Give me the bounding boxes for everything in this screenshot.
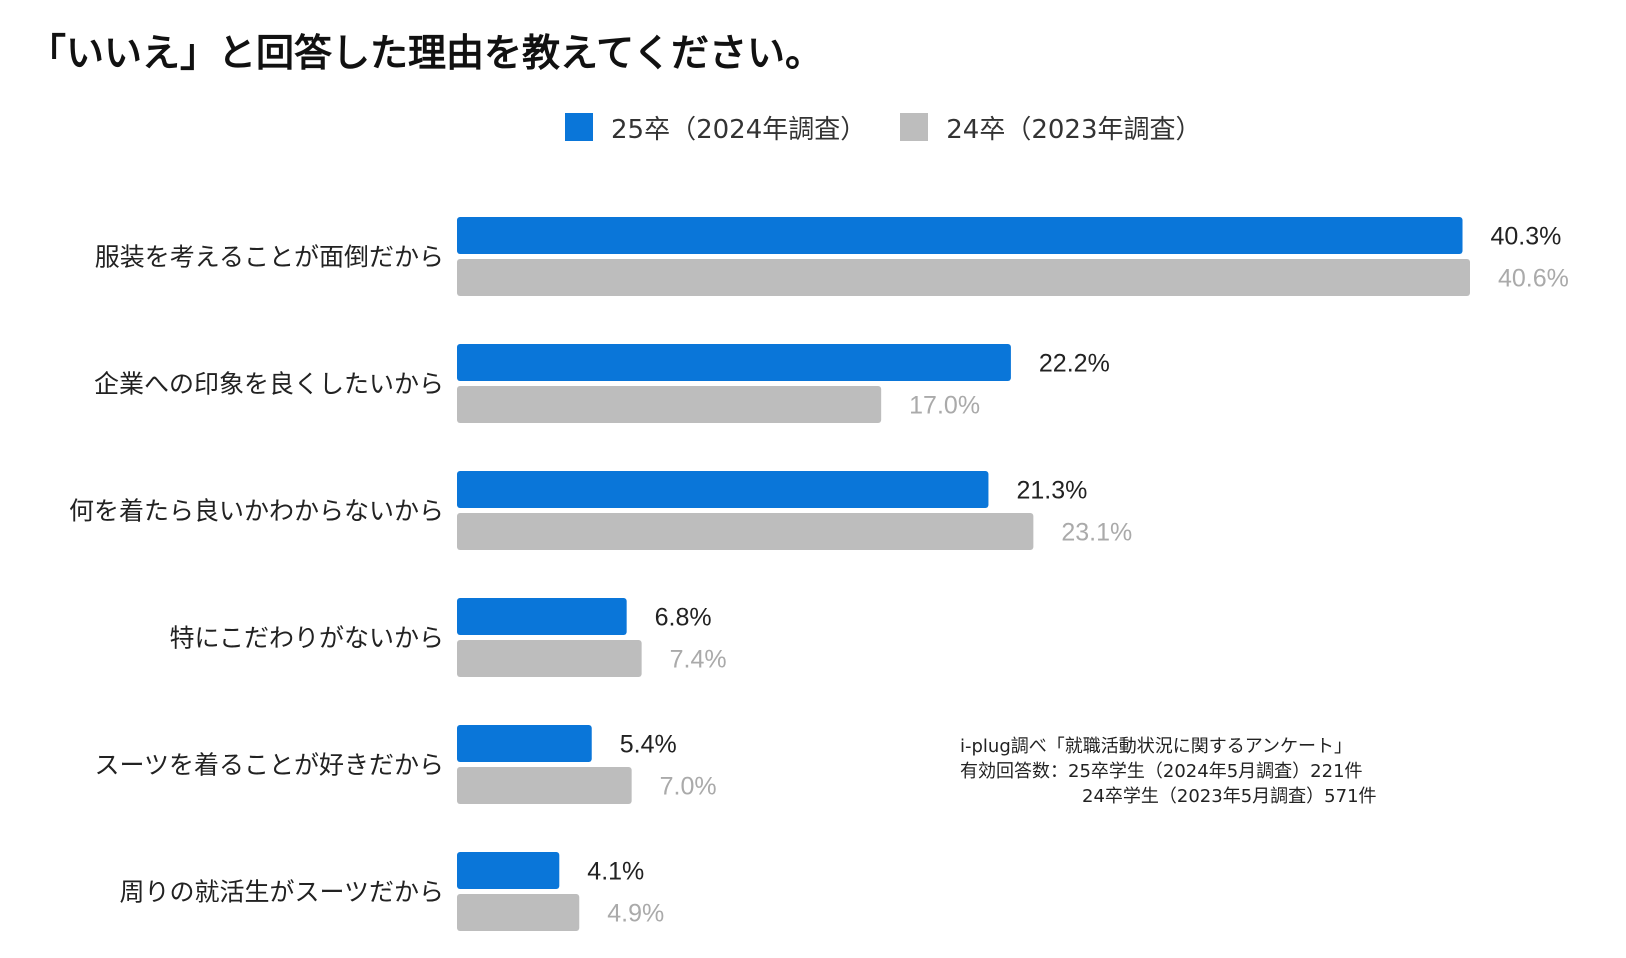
- bar-24: [457, 640, 642, 677]
- value-label-25: 40.3%: [1491, 223, 1562, 251]
- chart-title: 「いいえ」と回答した理由を教えてください。: [28, 31, 823, 75]
- category-label: 何を着たら良いかわからないから: [69, 497, 444, 526]
- bar-25: [457, 344, 1011, 381]
- source-note-line1: i-plug調べ「就職活動状況に関するアンケート」: [960, 736, 1353, 757]
- bar-25: [457, 217, 1463, 254]
- source-note-line2: 有効回答数：25卒学生（2024年5月調査）221件: [960, 761, 1363, 782]
- legend: 25卒（2024年調査） 24卒（2023年調査）: [565, 107, 1236, 147]
- category-label: 服装を考えることが面倒だから: [95, 243, 444, 272]
- legend-swatch-24: [900, 113, 929, 141]
- value-label-24: 4.9%: [607, 900, 664, 928]
- bar-24: [457, 767, 632, 804]
- legend-swatch-25: [565, 113, 593, 141]
- bar-24: [457, 259, 1470, 296]
- bar-25: [457, 471, 989, 508]
- category-label: 周りの就活生がスーツだから: [119, 878, 444, 907]
- value-label-25: 21.3%: [1016, 477, 1087, 505]
- source-note-line3: 24卒学生（2023年5月調査）571件: [1082, 786, 1377, 807]
- value-label-24: 40.6%: [1498, 265, 1569, 293]
- value-label-24: 7.0%: [660, 773, 717, 801]
- category-label: 特にこだわりがないから: [169, 624, 444, 653]
- bar-24: [457, 386, 882, 423]
- category-label: スーツを着ることが好きだから: [94, 751, 444, 780]
- legend-item-24: 24卒（2023年調査）: [900, 109, 1202, 146]
- value-label-24: 17.0%: [909, 392, 980, 420]
- value-label-25: 5.4%: [620, 731, 677, 759]
- value-label-25: 22.2%: [1039, 350, 1110, 378]
- value-label-25: 6.8%: [655, 604, 712, 632]
- bar-25: [457, 852, 560, 889]
- value-label-24: 7.4%: [670, 646, 727, 674]
- bar-25: [457, 598, 627, 635]
- bar-24: [457, 894, 580, 931]
- bar-24: [457, 513, 1034, 550]
- legend-label-24: 24卒（2023年調査）: [946, 114, 1202, 145]
- source-note: i-plug調べ「就職活動状況に関するアンケート」 有効回答数：25卒学生（20…: [960, 734, 1377, 809]
- value-label-25: 4.1%: [587, 858, 644, 886]
- bar-25: [457, 725, 592, 762]
- category-label: 企業への印象を良くしたいから: [94, 370, 444, 399]
- value-label-24: 23.1%: [1061, 519, 1132, 547]
- legend-item-25: 25卒（2024年調査）: [565, 109, 866, 146]
- legend-label-25: 25卒（2024年調査）: [611, 114, 867, 145]
